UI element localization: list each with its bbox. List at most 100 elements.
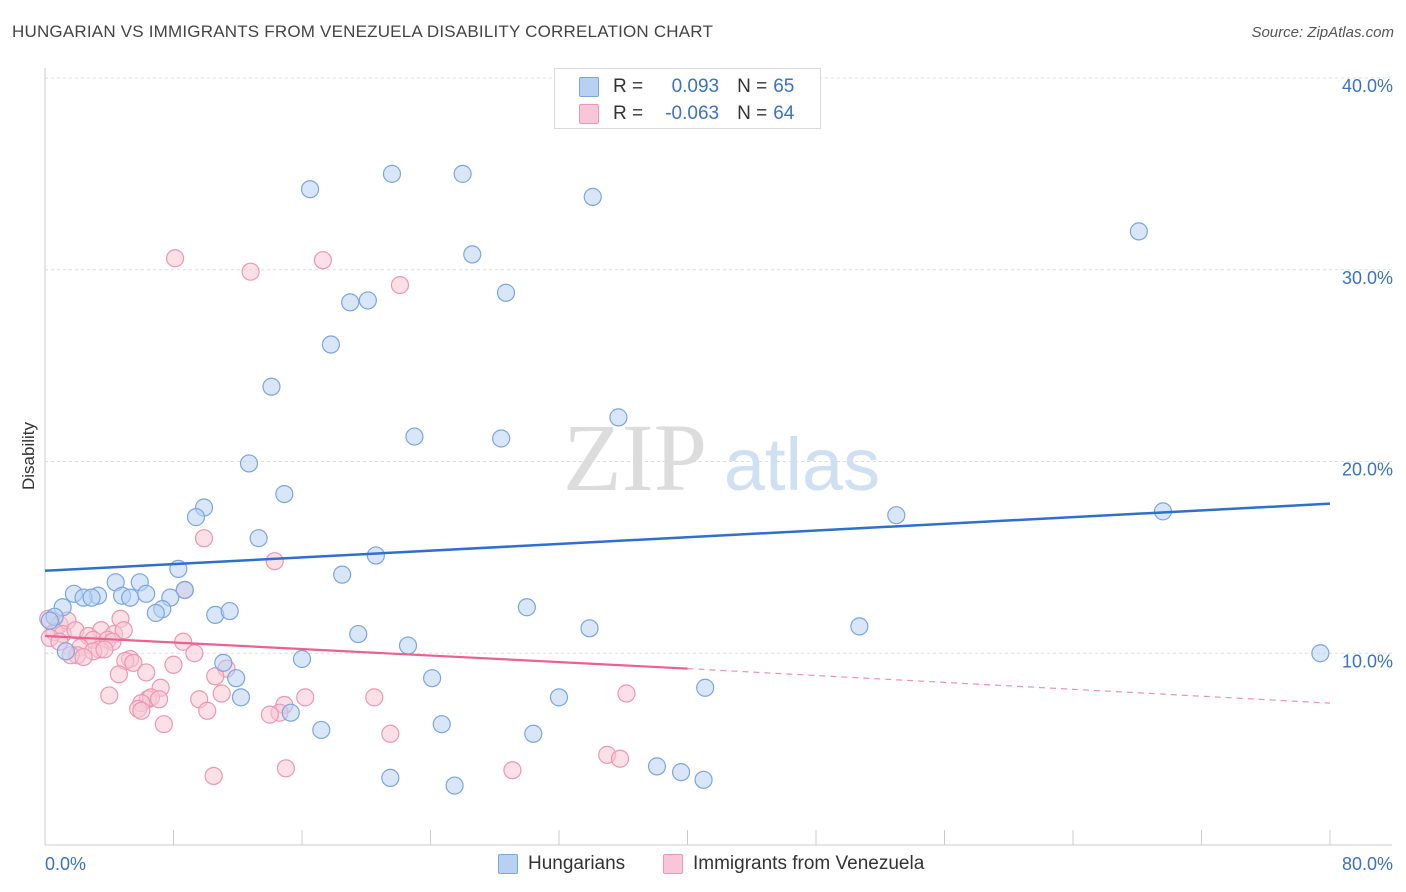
- hungarian-point: [671, 763, 691, 782]
- hungarian-point: [1311, 644, 1330, 663]
- watermark-zip: ZIP: [563, 404, 707, 511]
- hungarian-point: [186, 508, 206, 527]
- venezuela-point: [212, 684, 231, 703]
- hungarian-points: [40, 164, 1330, 795]
- x-tick-label-max: 80.0%: [1342, 854, 1393, 874]
- venezuela-point: [132, 701, 151, 720]
- hungarian-point: [850, 617, 869, 636]
- hungarian-point: [445, 776, 464, 795]
- hungarian-point: [382, 164, 402, 183]
- hungarian-point: [312, 720, 331, 740]
- venezuela-point: [313, 251, 332, 270]
- hungarian-point: [214, 653, 233, 672]
- venezuela-point: [95, 640, 114, 659]
- hungarian-point: [275, 484, 294, 504]
- venezuela-point: [365, 688, 384, 707]
- x-tick-label-min: 0.0%: [45, 854, 86, 874]
- hungarian-point: [524, 724, 543, 743]
- hungarian-point: [321, 335, 341, 354]
- hungarian-point: [137, 584, 156, 603]
- hungarian-point: [227, 669, 246, 688]
- venezuela-point: [109, 665, 128, 684]
- venezuela-trend-line: [44, 634, 688, 670]
- venezuela-point: [114, 621, 133, 640]
- venezuela-point: [154, 715, 173, 734]
- venezuela-legend-label: Immigrants from Venezuela: [693, 853, 925, 874]
- venezuela-point: [206, 667, 225, 686]
- hungarian-point: [366, 546, 385, 565]
- venezuela-point: [276, 759, 296, 778]
- hungarians-n-value: 65: [773, 76, 795, 97]
- hungarian-point: [292, 649, 312, 669]
- venezuela-points: [39, 249, 636, 786]
- hungarian-point: [82, 588, 101, 607]
- hungarian-point: [423, 669, 442, 688]
- hungarian-point: [333, 565, 352, 584]
- hungarian-point: [341, 293, 360, 312]
- series-legend-venezuela: Immigrants from Venezuela: [663, 852, 924, 876]
- hungarian-point: [381, 768, 400, 787]
- hungarian-point: [696, 678, 715, 697]
- venezuela-point: [265, 552, 284, 571]
- source-credit: Source: ZipAtlas.com: [1251, 24, 1394, 41]
- venezuela-point: [124, 653, 143, 672]
- hungarian-point: [517, 598, 536, 617]
- hungarians-legend-label: Hungarians: [528, 853, 626, 874]
- watermark: ZIP atlas: [563, 404, 880, 511]
- venezuela-point: [194, 529, 214, 548]
- venezuela-point: [185, 644, 204, 663]
- chart-title: HUNGARIAN VS IMMIGRANTS FROM VENEZUELA D…: [12, 22, 714, 41]
- hungarian-point: [262, 377, 281, 396]
- hungarian-point: [121, 588, 140, 607]
- venezuela-point: [100, 686, 119, 705]
- hungarian-point: [281, 703, 300, 722]
- hungarian-point: [358, 291, 377, 310]
- venezuela-point: [610, 749, 630, 768]
- hungarian-point: [496, 283, 516, 302]
- venezuela-swatch: [579, 104, 599, 124]
- hungarian-point: [220, 601, 239, 621]
- hungarian-point: [56, 642, 75, 661]
- y-axis-label: Disability: [19, 421, 38, 490]
- y-tick-label: 40.0%: [1342, 76, 1393, 96]
- hungarian-point: [231, 688, 251, 707]
- hungarian-point: [647, 757, 667, 776]
- hungarian-point: [453, 164, 472, 183]
- venezuela-point: [260, 705, 279, 724]
- legend-row-hungarians: R = 0.093 N = 65: [579, 75, 794, 99]
- venezuela-point: [381, 724, 400, 743]
- hungarian-point: [398, 636, 418, 655]
- watermark-atlas: atlas: [724, 423, 880, 506]
- venezuela-n-value: 64: [773, 103, 795, 124]
- venezuela-point: [503, 761, 522, 780]
- venezuela-point: [137, 663, 156, 682]
- hungarian-point: [887, 506, 906, 525]
- tick-labels: 10.0% 20.0% 30.0% 40.0% 0.0% 80.0%: [45, 76, 1393, 874]
- hungarian-point: [405, 427, 424, 446]
- hungarian-point: [1129, 222, 1148, 241]
- r-label: R =: [613, 103, 644, 124]
- y-tick-label: 10.0%: [1342, 651, 1393, 671]
- venezuela-point: [390, 275, 410, 295]
- venezuela-point: [198, 701, 217, 720]
- hungarian-point: [249, 529, 268, 548]
- gridlines: [45, 77, 1392, 654]
- venezuela-r-value: -0.063: [665, 103, 720, 124]
- venezuela-point: [166, 249, 185, 268]
- venezuela-legend-swatch: [663, 854, 683, 874]
- hungarian-point: [146, 603, 165, 623]
- venezuela-point: [164, 655, 183, 674]
- r-label: R =: [613, 76, 644, 97]
- n-label: N =: [737, 103, 768, 124]
- y-tick-label: 20.0%: [1342, 460, 1393, 480]
- venezuela-trend-extension: [687, 667, 1331, 704]
- venezuela-point: [241, 262, 260, 281]
- hungarian-point: [694, 770, 713, 789]
- trend-lines: [44, 502, 1331, 704]
- hungarian-point: [349, 624, 368, 644]
- hungarian-point: [40, 611, 59, 630]
- hungarian-point: [580, 619, 599, 638]
- hungarian-point: [175, 580, 194, 600]
- hungarian-point: [583, 187, 602, 206]
